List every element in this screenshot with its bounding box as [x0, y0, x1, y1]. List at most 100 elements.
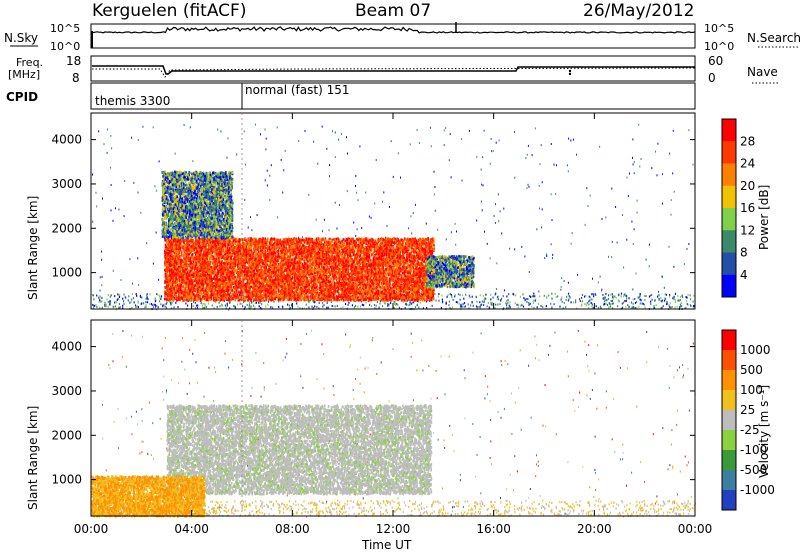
power-near-532	[533, 306, 535, 309]
power-speck-409	[280, 158, 282, 161]
power-speck-216	[112, 269, 114, 272]
power-near-1166	[507, 302, 509, 305]
power-near-978	[327, 306, 329, 309]
power-near-1269	[533, 292, 535, 295]
power-near-1093	[588, 306, 590, 309]
power-speck-321	[499, 210, 501, 213]
power-speck-152	[448, 304, 450, 307]
power-speck-2	[524, 255, 526, 258]
power-near-1275	[137, 306, 139, 309]
power-cell-0-307	[288, 247, 290, 250]
power-near-1270	[234, 306, 236, 309]
power-near-649	[492, 301, 494, 304]
power-speck-245	[365, 191, 367, 194]
power-speck-202	[123, 215, 125, 218]
power-near-739	[359, 305, 361, 308]
power-speck-344	[155, 231, 157, 234]
power-speck-373	[662, 173, 663, 176]
power-near-939	[637, 296, 639, 299]
power-near-981	[658, 294, 660, 297]
power-near-979	[310, 299, 312, 302]
power-near-610	[479, 305, 481, 308]
power-speck-365	[298, 140, 300, 142]
power-speck-64	[374, 202, 376, 205]
power-speck-367	[567, 170, 569, 173]
power-near-687	[426, 306, 428, 309]
power-cell-0-329	[292, 243, 294, 246]
power-near-848	[243, 301, 245, 304]
power-near-1008	[605, 302, 607, 305]
power-speck-66	[102, 197, 103, 200]
power-near-716	[280, 300, 282, 303]
power-speck-378	[560, 288, 562, 291]
power-speck-45	[587, 205, 589, 207]
power-near-852	[396, 303, 398, 305]
power-speck-199	[692, 163, 694, 166]
power-near-1249	[483, 298, 485, 301]
power-speck-323	[99, 276, 101, 279]
power-near-1319	[318, 307, 320, 310]
power-speck-366	[556, 164, 557, 167]
power-near-829	[353, 306, 355, 309]
power-near-1137	[146, 293, 148, 295]
power-near-1009	[535, 298, 537, 301]
power-speck-188	[560, 285, 562, 288]
power-near-730	[278, 306, 280, 308]
power-near-838	[387, 305, 389, 307]
power-near-1225	[472, 304, 474, 307]
power-speck-181	[209, 281, 211, 284]
power-cell-0-150	[314, 251, 316, 254]
power-near-841	[99, 306, 101, 309]
power-speck-299	[251, 229, 253, 232]
power-near-1297	[623, 295, 625, 298]
power-speck-37	[386, 224, 388, 227]
power-near-1163	[451, 306, 454, 309]
power-near-1143	[136, 294, 138, 297]
power-speck-310	[329, 164, 331, 166]
power-near-860	[326, 306, 328, 309]
power-near-1251	[104, 305, 106, 308]
power-near-1283	[628, 297, 630, 300]
power-near-883	[406, 300, 408, 302]
power-near-1016	[109, 295, 111, 298]
power-near-533	[351, 304, 353, 307]
power-speck-96	[494, 222, 496, 224]
power-near-1156	[312, 306, 314, 309]
power-speck-180	[568, 137, 570, 140]
power-near-626	[215, 300, 217, 303]
power-near-961	[123, 293, 125, 296]
power-speck-309	[639, 165, 641, 168]
power-near-1273	[249, 301, 251, 304]
power-near-840	[565, 298, 567, 301]
power-near-443	[361, 303, 363, 306]
power-near-1229	[653, 307, 655, 310]
power-near-960	[316, 305, 318, 308]
power-near-1141	[394, 301, 396, 304]
power-near-1211	[336, 304, 338, 307]
power-speck-52	[220, 130, 222, 133]
power-near-780	[145, 301, 147, 304]
power-near-1123	[586, 302, 588, 305]
power-near-552	[517, 306, 519, 309]
power-near-902	[442, 300, 444, 303]
power-near-931	[681, 305, 683, 308]
power-near-640	[654, 299, 656, 302]
power-near-964	[621, 302, 623, 305]
power-near-474	[115, 301, 117, 304]
power-speck-328	[683, 263, 685, 266]
power-near-912	[660, 307, 662, 310]
power-speck-104	[328, 229, 330, 232]
power-near-943	[190, 299, 193, 302]
power-near-781	[588, 303, 590, 306]
power-near-966	[590, 302, 592, 304]
power-near-977	[539, 295, 541, 298]
noise-tick-top: 10^5	[50, 22, 80, 35]
power-near-1106	[548, 294, 550, 297]
power-near-1213	[639, 295, 641, 297]
power-near-770	[326, 302, 328, 304]
power-near-659	[497, 298, 499, 301]
power-near-974	[251, 301, 253, 304]
power-near-1134	[207, 302, 209, 305]
power-near-1090	[499, 303, 501, 306]
power-speck-39	[430, 145, 432, 148]
